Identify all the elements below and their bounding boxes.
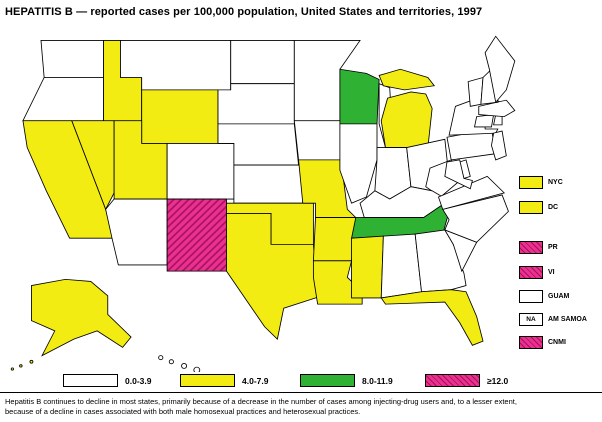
state-co: [166, 143, 235, 200]
state-fl: [380, 289, 484, 346]
state-nm: [166, 198, 227, 272]
legend-item-low: 0.0-3.9: [63, 374, 151, 387]
state-ct: [474, 114, 495, 128]
state-ak: [10, 278, 132, 371]
territory-row-nyc: NYC: [519, 176, 601, 189]
territory-label-guam: GUAM: [548, 293, 570, 300]
territory-swatch-guam: [519, 290, 543, 303]
footnote-divider: [0, 392, 602, 393]
legend-item-highest: ≥12.0: [425, 374, 508, 387]
territory-row-pr: PR: [519, 241, 601, 254]
territory-label-nyc: NYC: [548, 179, 563, 186]
legend-item-mid: 4.0-7.9: [180, 374, 268, 387]
map-title: HEPATITIS B — reported cases per 100,000…: [5, 6, 483, 18]
footnote-line-2: because of a decline in cases associated…: [5, 407, 361, 416]
state-or: [22, 77, 104, 122]
legend-label-high: 8.0-11.9: [362, 375, 393, 386]
territory-label-dc: DC: [548, 204, 559, 211]
state-hi: [158, 355, 201, 372]
legend-label-low: 0.0-3.9: [125, 375, 152, 386]
territory-swatch-amsamoa: NA: [519, 313, 543, 326]
state-il: [339, 123, 378, 204]
territory-swatch-dc: [519, 201, 543, 214]
state-nh: [480, 68, 499, 105]
state-wi: [339, 68, 380, 125]
state-sd: [217, 83, 295, 125]
legend-swatch-mid: [180, 374, 235, 387]
territory-label-cnmi: CNMI: [548, 339, 566, 346]
territory-row-guam: GUAM: [519, 290, 601, 303]
territory-legend: NYC DC PR VI GUAM NA AM SAMOA CNMI: [519, 176, 601, 349]
state-wa: [40, 40, 104, 78]
territory-swatch-pr: [519, 241, 543, 254]
territory-label-amsamoa: AM SAMOA: [548, 316, 587, 323]
territory-row-dc: DC: [519, 201, 601, 214]
state-al: [380, 233, 422, 299]
legend-label-highest: ≥12.0: [487, 375, 509, 386]
state-mi-lower: [380, 91, 433, 148]
territory-swatch-vi: [519, 266, 543, 279]
state-nj: [491, 130, 507, 161]
state-ks: [233, 164, 304, 204]
state-wy: [141, 89, 219, 144]
territory-swatch-nyc: [519, 176, 543, 189]
state-nc: [442, 194, 509, 243]
state-me: [484, 35, 516, 104]
state-md: [444, 159, 473, 190]
legend-swatch-high: [300, 374, 355, 387]
state-mi-upper: [378, 68, 436, 91]
state-ar: [312, 217, 357, 262]
territory-label-vi: VI: [548, 269, 555, 276]
territory-swatch-cnmi: [519, 336, 543, 349]
state-ms: [351, 235, 384, 299]
state-ma: [478, 99, 516, 118]
legend-swatch-highest: [425, 374, 480, 387]
state-nd: [230, 40, 295, 85]
state-tx: [226, 213, 323, 340]
footnote-line-1: Hepatitis B continues to decline in most…: [5, 397, 517, 406]
territory-row-amsamoa: NA AM SAMOA: [519, 313, 601, 326]
footnote: Hepatitis B continues to decline in most…: [5, 397, 517, 417]
legend-swatch-low: [63, 374, 118, 387]
state-ia: [293, 120, 347, 161]
state-az: [105, 198, 168, 266]
territory-row-cnmi: CNMI: [519, 336, 601, 349]
legend-item-high: 8.0-11.9: [300, 374, 393, 387]
us-map: [10, 35, 516, 372]
legend-label-mid: 4.0-7.9: [242, 375, 269, 386]
territory-label-pr: PR: [548, 244, 558, 251]
territory-row-vi: VI: [519, 266, 601, 279]
